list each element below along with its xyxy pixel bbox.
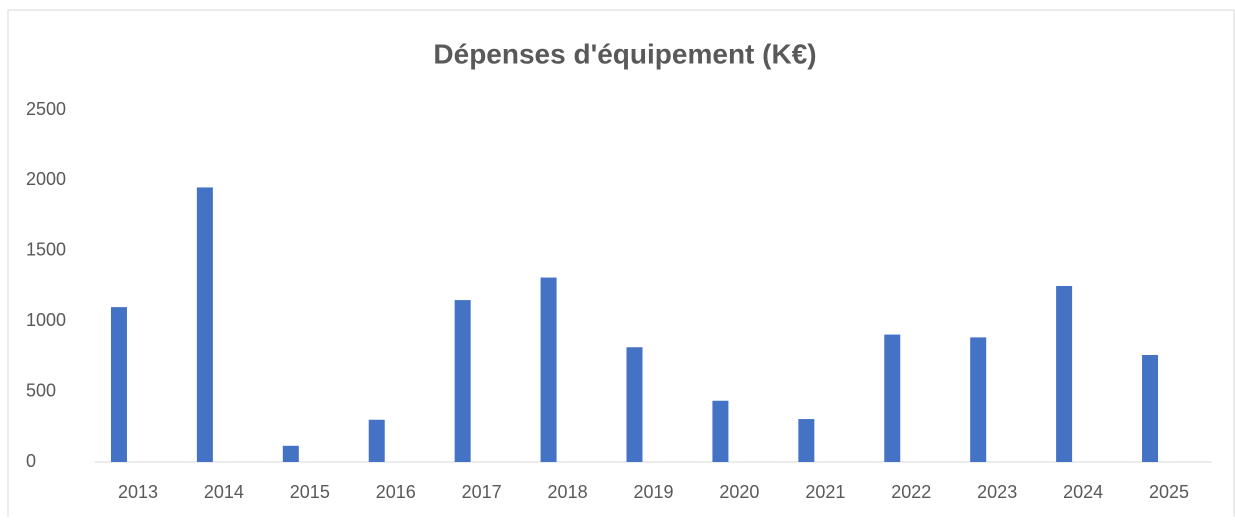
x-tick-label: 2017	[462, 482, 502, 502]
y-tick-label: 2500	[26, 99, 66, 119]
x-tick-label: 2023	[977, 482, 1017, 502]
x-tick-label: 2018	[548, 482, 588, 502]
x-tick-label: 2021	[805, 482, 845, 502]
bar	[368, 419, 385, 462]
bar	[798, 419, 815, 462]
x-tick-label: 2020	[719, 482, 759, 502]
x-tick-label: 2022	[891, 482, 931, 502]
bar	[970, 337, 987, 462]
x-tick-label: 2016	[376, 482, 416, 502]
x-tick-label: 2014	[204, 482, 244, 502]
chart-title: Dépenses d'équipement (K€)	[433, 38, 816, 69]
bar	[110, 307, 127, 462]
y-tick-label: 1500	[26, 240, 66, 260]
y-tick-label: 1000	[26, 310, 66, 330]
y-tick-label: 2000	[26, 169, 66, 189]
bar	[1056, 286, 1073, 462]
x-tick-label: 2025	[1149, 482, 1189, 502]
chart-border	[7, 9, 1235, 521]
bar	[196, 187, 213, 462]
y-tick-label: 500	[26, 380, 56, 400]
bar	[626, 347, 643, 462]
x-tick-label: 2015	[290, 482, 330, 502]
y-tick-label: 0	[26, 451, 36, 471]
x-tick-label: 2024	[1063, 482, 1103, 502]
bar	[540, 277, 557, 462]
bar	[1142, 354, 1159, 462]
bar	[712, 400, 729, 462]
bar	[884, 334, 901, 462]
bar	[454, 300, 471, 462]
bar	[282, 445, 299, 462]
x-tick-label: 2013	[118, 482, 158, 502]
x-tick-label: 2019	[633, 482, 673, 502]
